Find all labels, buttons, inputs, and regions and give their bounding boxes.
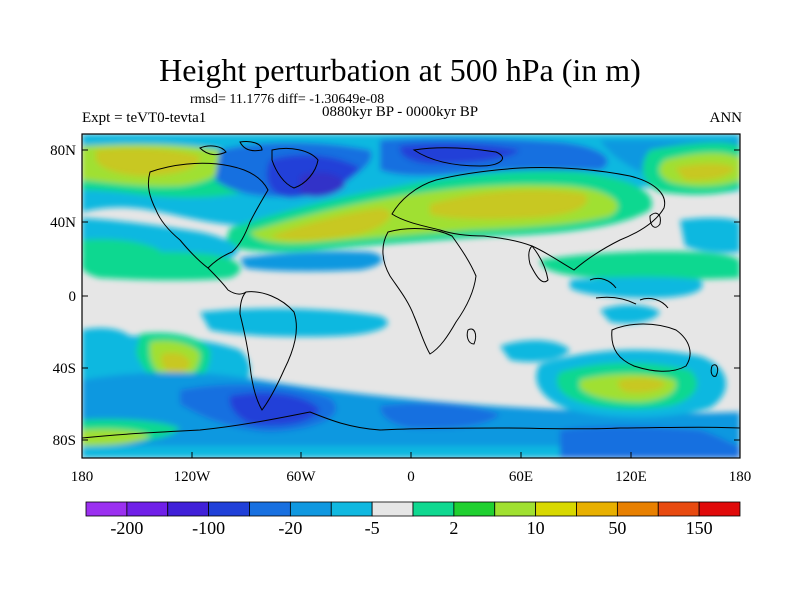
xtick-180w: 180 xyxy=(71,469,94,485)
ytick-40s: 40S xyxy=(53,361,76,377)
ytick-80n: 80N xyxy=(50,143,76,159)
colorbar-swatch xyxy=(453,501,496,517)
colorbar-swatch xyxy=(657,501,700,517)
xtick-180e: 180 xyxy=(729,469,752,485)
period-text: 0880kyr BP - 0000kyr BP xyxy=(322,104,479,120)
colorbar-swatch xyxy=(126,501,169,517)
colorbar-label: 10 xyxy=(526,518,545,538)
colorbar-label: 150 xyxy=(685,518,713,538)
colorbar-swatch xyxy=(330,501,373,517)
colorbar xyxy=(85,501,741,517)
ytick-80s: 80S xyxy=(53,433,76,449)
xtick-60e: 60E xyxy=(509,469,533,485)
colorbar-swatch xyxy=(698,501,741,517)
colorbar-swatch xyxy=(616,501,659,517)
colorbar-swatch xyxy=(289,501,332,517)
colorbar-swatch xyxy=(371,501,414,517)
colorbar-swatch xyxy=(494,501,537,517)
contour-field xyxy=(82,134,740,458)
colorbar-label: 50 xyxy=(608,518,627,538)
coastlines xyxy=(82,141,740,439)
colorbar-label: -200 xyxy=(110,518,144,538)
colorbar-swatch xyxy=(576,501,618,517)
colorbar-label: -20 xyxy=(278,518,303,538)
season-label: ANN xyxy=(709,110,743,126)
colorbar-swatch xyxy=(535,501,577,517)
colorbar-swatch xyxy=(249,501,291,517)
xtick-0: 0 xyxy=(407,469,415,485)
plot-title: Height perturbation at 500 hPa (in m) xyxy=(159,52,641,88)
colorbar-swatch xyxy=(412,501,455,517)
colorbar-label: -100 xyxy=(192,518,226,538)
xtick-60w: 60W xyxy=(286,469,316,485)
colorbar-label: 2 xyxy=(449,518,459,538)
ytick-0: 0 xyxy=(69,289,77,305)
colorbar-swatch xyxy=(85,501,128,517)
stats-text: rmsd= 11.1776 diff= -1.30649e-08 xyxy=(190,92,385,107)
ytick-40n: 40N xyxy=(50,215,76,231)
xtick-120e: 120E xyxy=(615,469,647,485)
colorbar-swatch xyxy=(208,501,250,517)
colorbar-label: -5 xyxy=(364,518,380,538)
experiment-label: Expt = teVT0-tevta1 xyxy=(82,110,207,126)
colorbar-swatch xyxy=(167,501,210,517)
xtick-120w: 120W xyxy=(174,469,212,485)
